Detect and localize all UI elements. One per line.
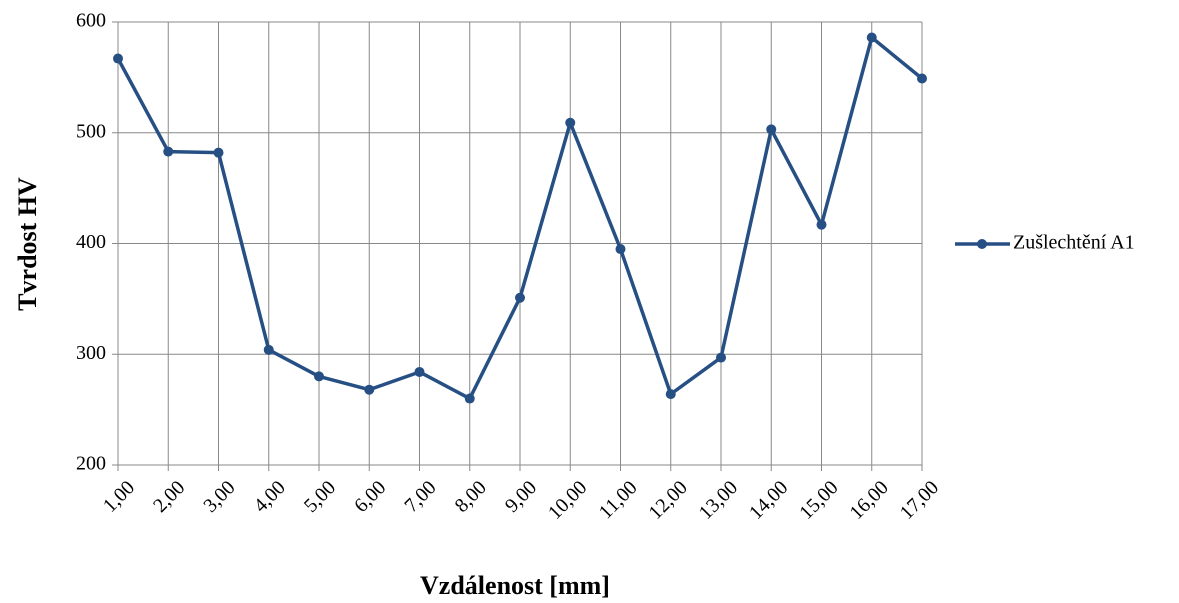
marker — [565, 117, 576, 128]
marker — [515, 292, 525, 303]
marker — [665, 389, 676, 400]
x-tick-label: 3,00 — [199, 477, 239, 517]
x-tick-label: 5,00 — [300, 477, 340, 517]
y-tick-label: 400 — [76, 231, 106, 253]
x-tick-label: 11,00 — [595, 477, 642, 524]
marker — [213, 147, 224, 158]
y-tick-label: 500 — [76, 120, 106, 142]
x-tick-label: 14,00 — [745, 477, 792, 524]
x-tick-label: 8,00 — [451, 477, 491, 517]
y-tick-label: 600 — [76, 10, 106, 32]
x-tick-label: 13,00 — [695, 477, 742, 524]
marker — [866, 32, 877, 43]
marker — [716, 352, 726, 363]
x-tick-label: 7,00 — [400, 477, 440, 517]
marker — [113, 53, 123, 64]
marker — [364, 384, 375, 395]
y-tick-label: 200 — [76, 453, 106, 475]
y-axis-title: Tvrdost HV — [13, 177, 42, 311]
marker — [615, 244, 626, 255]
x-tick-label: 17,00 — [896, 477, 943, 524]
x-tick-label: 16,00 — [846, 477, 893, 524]
marker — [414, 366, 425, 377]
x-tick-label: 9,00 — [501, 477, 541, 517]
marker — [163, 146, 174, 157]
x-axis-title: Vzdálenost [mm] — [420, 571, 610, 600]
x-tick-label: 10,00 — [544, 477, 591, 524]
marker — [917, 73, 927, 84]
marker — [263, 344, 274, 355]
x-tick-label: 6,00 — [350, 477, 390, 517]
x-tick-label: 2,00 — [149, 477, 189, 517]
marker — [766, 124, 777, 135]
x-tick-label: 1,00 — [99, 477, 139, 517]
legend-marker — [977, 239, 987, 249]
marker — [464, 393, 475, 404]
x-tick-label: 15,00 — [795, 477, 842, 524]
x-tick-label: 4,00 — [250, 477, 290, 517]
legend-label: Zušlechtění A1 — [1013, 232, 1135, 254]
marker — [314, 371, 324, 382]
marker — [816, 219, 827, 230]
x-tick-label: 12,00 — [645, 477, 692, 524]
y-tick-label: 300 — [76, 342, 106, 364]
